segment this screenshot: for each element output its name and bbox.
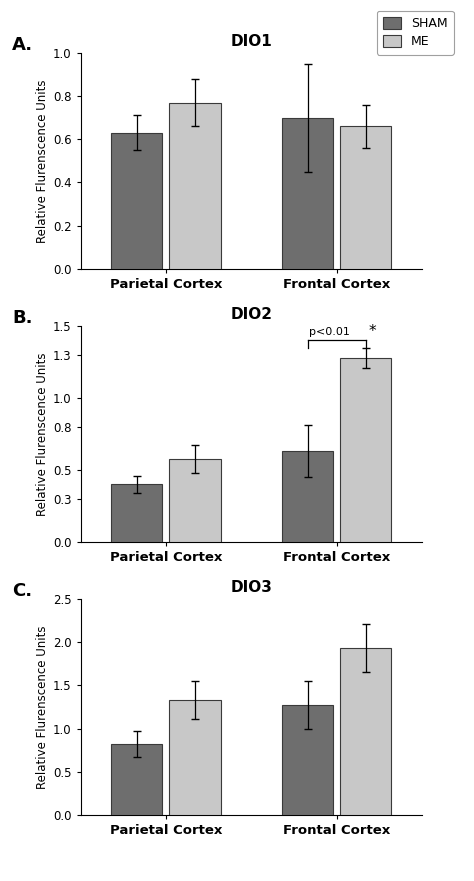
Bar <box>169 102 220 269</box>
Text: A.: A. <box>12 35 34 54</box>
Bar <box>282 451 333 542</box>
Y-axis label: Relative Flurenscence Units: Relative Flurenscence Units <box>36 79 49 242</box>
Y-axis label: Relative Flurenscence Units: Relative Flurenscence Units <box>36 626 49 788</box>
Text: C.: C. <box>12 581 32 600</box>
Bar <box>111 485 163 542</box>
Bar <box>340 648 391 815</box>
Bar <box>111 133 163 269</box>
Text: *: * <box>369 324 376 339</box>
Bar <box>169 700 220 815</box>
Bar <box>340 126 391 269</box>
Bar <box>282 706 333 815</box>
Bar <box>111 744 163 815</box>
Text: B.: B. <box>12 308 33 327</box>
Y-axis label: Relative Flurenscence Units: Relative Flurenscence Units <box>36 352 49 515</box>
Title: DIO2: DIO2 <box>230 307 272 322</box>
Bar <box>169 459 220 542</box>
Title: DIO1: DIO1 <box>230 33 272 49</box>
Title: DIO3: DIO3 <box>230 580 272 596</box>
Text: p<0.01: p<0.01 <box>309 328 350 337</box>
Bar <box>282 118 333 269</box>
Bar <box>340 358 391 542</box>
Legend: SHAM, ME: SHAM, ME <box>377 11 454 55</box>
